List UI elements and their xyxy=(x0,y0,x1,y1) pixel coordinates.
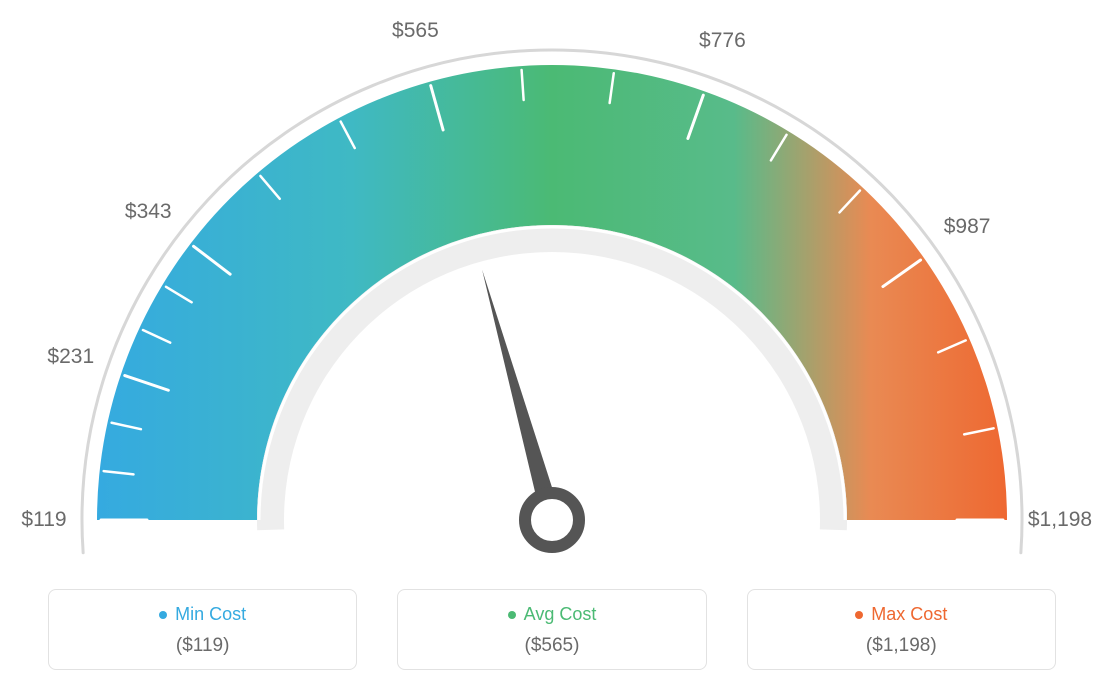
legend-card-avg: Avg Cost ($565) xyxy=(397,589,706,670)
gauge-svg xyxy=(0,0,1104,560)
legend-title-max: Max Cost xyxy=(855,604,947,625)
legend-value-avg: ($565) xyxy=(408,635,695,657)
gauge-tick-label: $119 xyxy=(21,508,66,532)
gauge-tick-label: $343 xyxy=(125,200,172,224)
legend-dot-avg xyxy=(508,611,516,619)
gauge-tick-label: $987 xyxy=(944,215,991,239)
legend-label-avg: Avg Cost xyxy=(524,604,597,625)
legend-label-max: Max Cost xyxy=(871,604,947,625)
legend-row: Min Cost ($119) Avg Cost ($565) Max Cost… xyxy=(0,589,1104,670)
gauge-area: $119 $231 $343 $565 $776 $987 $1,198 xyxy=(0,0,1104,560)
legend-value-max: ($1,198) xyxy=(758,635,1045,657)
legend-dot-min xyxy=(159,611,167,619)
legend-card-max: Max Cost ($1,198) xyxy=(747,589,1056,670)
gauge-tick-label: $565 xyxy=(392,19,439,43)
legend-title-min: Min Cost xyxy=(159,604,246,625)
gauge-chart-container: $119 $231 $343 $565 $776 $987 $1,198 Min Cost … xyxy=(0,0,1104,690)
legend-value-min: ($119) xyxy=(59,635,346,657)
legend-card-min: Min Cost ($119) xyxy=(48,589,357,670)
gauge-tick-label: $1,198 xyxy=(1028,508,1092,532)
legend-title-avg: Avg Cost xyxy=(508,604,597,625)
legend-label-min: Min Cost xyxy=(175,604,246,625)
legend-dot-max xyxy=(855,611,863,619)
gauge-tick-label: $776 xyxy=(699,29,746,53)
gauge-tick-label: $231 xyxy=(47,345,94,369)
